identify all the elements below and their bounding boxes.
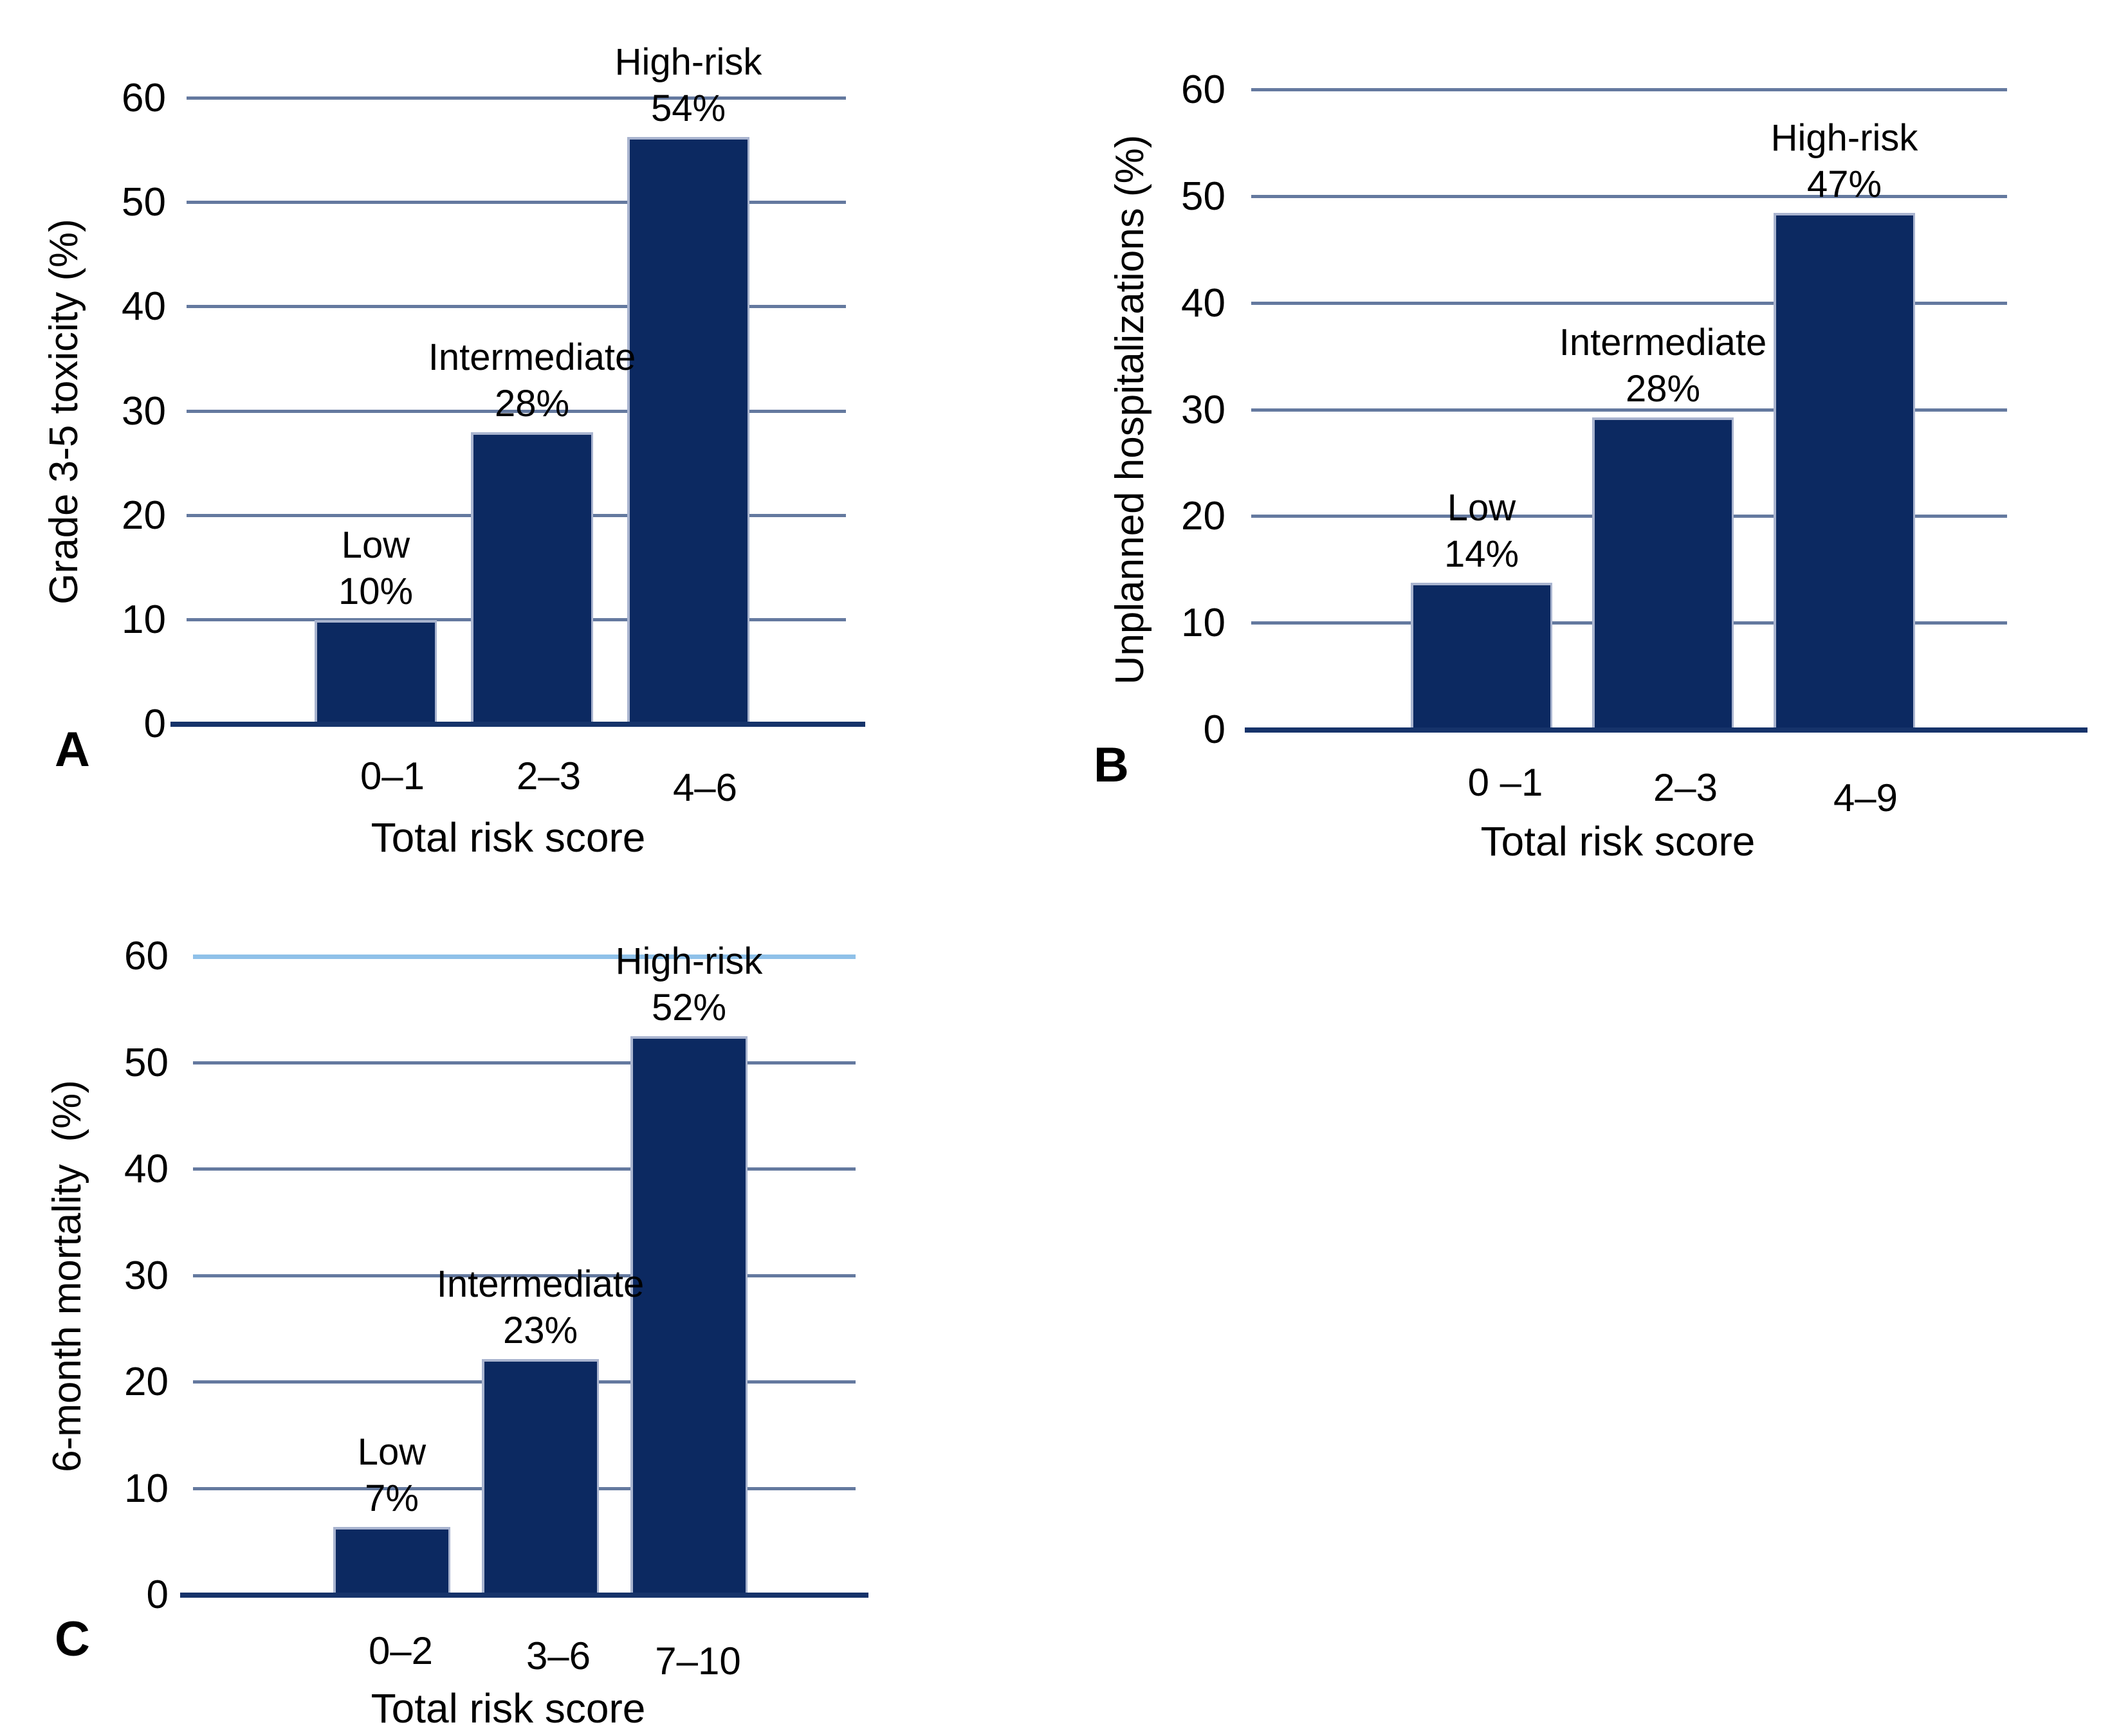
y-tick-label: 10 — [1181, 601, 1225, 646]
y-tick-label: 30 — [1181, 387, 1225, 432]
y-tick-label: 40 — [1181, 280, 1225, 325]
x-category-label: 2–3 — [516, 754, 582, 798]
panel-letter-c: C — [55, 1612, 90, 1667]
y-tick-label: 10 — [124, 1466, 169, 1511]
x-axis-line — [170, 722, 865, 727]
bar-data-label: High-risk 52% — [509, 938, 869, 1031]
y-tick-label: 50 — [1181, 174, 1225, 219]
bar-intermediate — [1592, 417, 1734, 730]
bar-label-category: Low — [341, 524, 410, 566]
bar-label-value: 7% — [365, 1477, 419, 1520]
x-axis-line — [1245, 727, 2087, 733]
x-category-label: 2–3 — [1653, 766, 1718, 809]
gridline-50 — [193, 1061, 856, 1064]
y-tick-label: 30 — [124, 1253, 169, 1298]
bar-label-category: Intermediate — [1559, 322, 1767, 364]
panel-letter-a: A — [55, 722, 90, 777]
bar-label-value: 47% — [1806, 163, 1882, 205]
y-tick-label: 50 — [122, 180, 166, 225]
bar-label-category: High-risk — [1770, 116, 1918, 159]
bar-label-value: 14% — [1444, 533, 1519, 576]
gridline-40 — [1251, 301, 2007, 305]
bar-data-label: Intermediate 28% — [1483, 320, 1843, 412]
y-tick-label: 0 — [1203, 708, 1225, 752]
y-tick-label: 60 — [124, 934, 169, 978]
gridline-40 — [187, 305, 846, 309]
bar-low — [315, 619, 437, 724]
bar-label-category: Low — [357, 1431, 427, 1474]
bar-label-value: 52% — [651, 987, 727, 1029]
bar-label-category: Low — [1447, 487, 1516, 529]
gridline-60 — [187, 96, 846, 100]
bar-label-category: Intermediate — [436, 1263, 645, 1305]
x-category-label: 4–6 — [672, 766, 738, 809]
gridline-50 — [1251, 194, 2007, 198]
x-axis-title: Total risk score — [371, 1685, 646, 1731]
x-category-label: 0–1 — [360, 754, 425, 798]
x-axis-title: Total risk score — [1480, 818, 1756, 864]
bar-data-label: Low 7% — [212, 1429, 572, 1522]
bar-label-value: 23% — [502, 1309, 578, 1351]
bar-label-category: High-risk — [615, 940, 763, 983]
y-tick-label: 20 — [122, 493, 166, 538]
gridline-60 — [1251, 88, 2007, 91]
y-tick-label: 60 — [122, 76, 166, 120]
y-tick-label: 0 — [143, 702, 166, 746]
bar-label-value: 54% — [650, 87, 726, 129]
bar-label-value: 10% — [338, 570, 414, 612]
bar-data-label: High-risk 54% — [508, 39, 868, 132]
x-category-label: 0–2 — [368, 1629, 434, 1672]
x-category-label: 4–9 — [1833, 776, 1898, 819]
y-tick-label: 60 — [1181, 68, 1225, 112]
bar-high-risk — [630, 1036, 748, 1595]
gridline-60 — [193, 955, 856, 959]
gridline-40 — [193, 1167, 856, 1171]
y-tick-label: 10 — [122, 597, 166, 642]
x-category-label: 3–6 — [526, 1634, 591, 1677]
bar-data-label: Low 10% — [196, 522, 556, 615]
gridline-30 — [193, 1274, 856, 1277]
bar-label-value: 28% — [494, 382, 570, 425]
x-axis-title: Total risk score — [371, 814, 646, 861]
bar-data-label: High-risk 47% — [1664, 115, 2024, 208]
y-tick-label: 20 — [1181, 494, 1225, 539]
y-tick-label: 50 — [124, 1040, 169, 1085]
bar-label-category: High-risk — [614, 41, 762, 83]
bar-intermediate — [471, 432, 593, 724]
gridline-30 — [1251, 408, 2007, 412]
x-axis-line — [180, 1593, 868, 1598]
y-tick-label: 0 — [146, 1573, 169, 1617]
bar-high-risk — [1774, 212, 1915, 730]
y-tick-label: 20 — [124, 1360, 169, 1404]
x-category-label: 0 –1 — [1467, 761, 1543, 804]
x-category-label: 7–10 — [655, 1640, 741, 1683]
y-tick-label: 30 — [122, 388, 166, 434]
bar-high-risk — [627, 137, 749, 724]
gridline-30 — [187, 409, 846, 413]
bar-data-label: Intermediate 28% — [352, 334, 712, 427]
bar-low — [1411, 583, 1552, 730]
y-tick-label: 40 — [124, 1147, 169, 1191]
y-tick-label: 40 — [122, 284, 166, 329]
bar-low — [333, 1527, 450, 1595]
bar-label-value: 28% — [1625, 368, 1701, 410]
bar-data-label: Low 14% — [1301, 485, 1662, 578]
gridline-50 — [187, 201, 846, 205]
panel-letter-b: B — [1094, 738, 1129, 792]
bar-label-category: Intermediate — [428, 336, 636, 378]
bar-data-label: Intermediate 23% — [360, 1261, 720, 1354]
bar-intermediate — [482, 1358, 599, 1595]
